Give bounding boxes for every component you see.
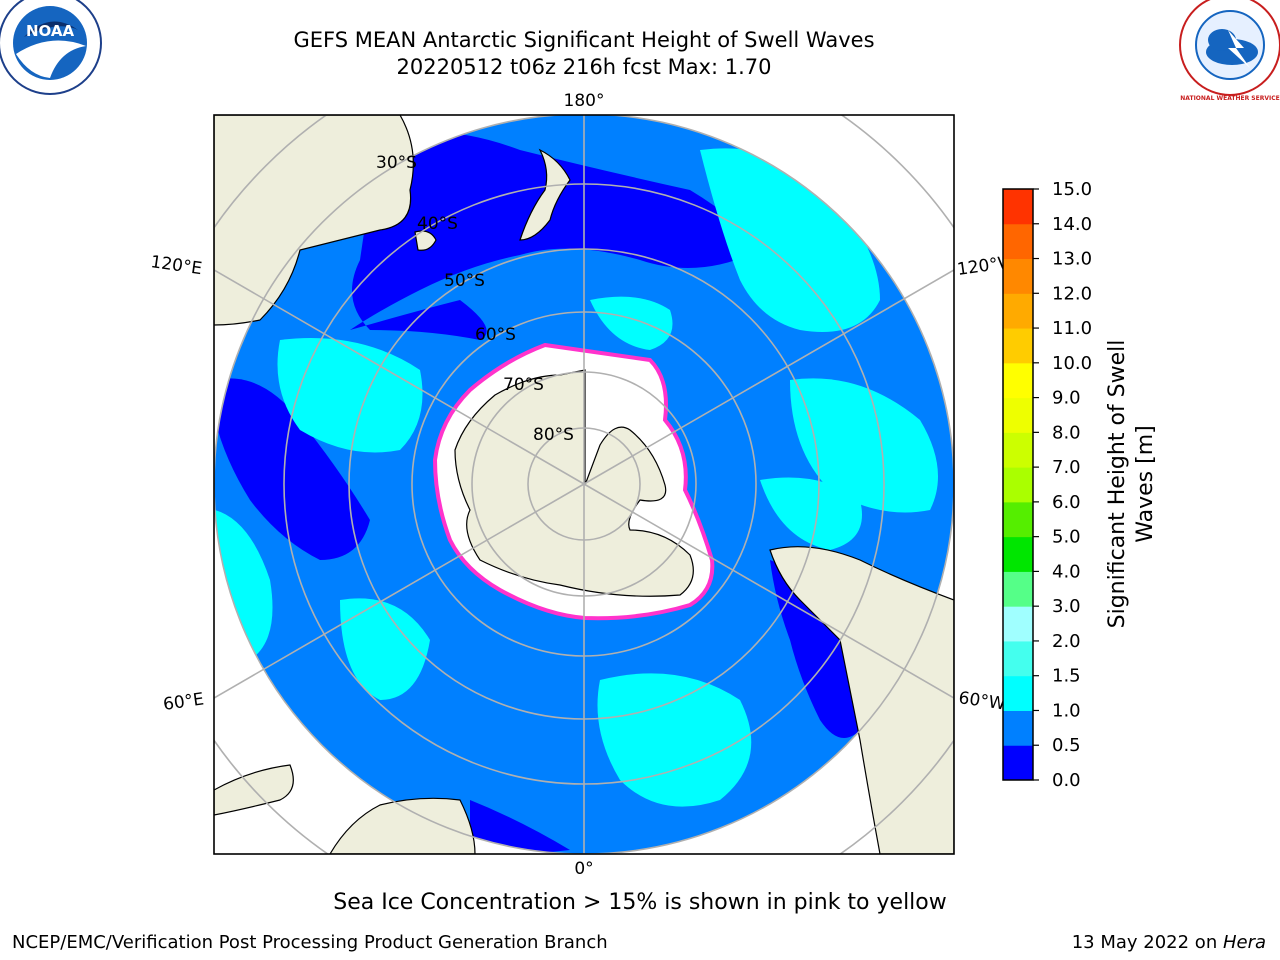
colorbar-band [1003, 328, 1033, 364]
swell-low-region-north [350, 132, 760, 340]
lat-label-80s: 80°S [533, 425, 574, 445]
colorbar-band [1003, 501, 1033, 538]
footer-date-text: 13 May 2022 on [1071, 932, 1223, 953]
swell-mid-region-6 [340, 598, 430, 700]
colorbar-ticks: 0.0 0.5 1.0 1.5 2.0 3.0 4.0 5.0 6.0 7.0 8.0 9.0 10.0… [1033, 179, 1092, 791]
swell-mid-region-8 [760, 477, 862, 550]
colorbar-label-line2: Waves [m] [1133, 425, 1158, 542]
antarctica-land [454, 369, 694, 597]
swell-low-region-west [215, 378, 370, 560]
footer-host: Hera [1222, 932, 1266, 953]
colorbar-tick-label: 4.0 [1052, 561, 1081, 582]
map-panel [214, 115, 954, 854]
colorbar-band [1003, 710, 1033, 746]
colorbar-tick-label: 3.0 [1052, 596, 1081, 617]
colorbar-tick-label: 1.5 [1052, 666, 1081, 687]
colorbar-tick-label: 11.0 [1052, 318, 1092, 339]
noaa-logo: NOAA [0, 0, 102, 95]
colorbar-band [1003, 432, 1033, 468]
nws-logo-text: NATIONAL WEATHER SERVICE [1180, 95, 1279, 102]
colorbar-tick-label: 13.0 [1052, 249, 1092, 270]
sea-ice-note: Sea Ice Concentration > 15% is shown in … [333, 890, 947, 915]
nws-logo: NATIONAL WEATHER SERVICE [1179, 0, 1280, 102]
longitude-lines [214, 115, 954, 854]
swell-mid-region-7 [590, 296, 673, 350]
colorbar-band [1003, 745, 1033, 781]
map-frame [213, 114, 955, 855]
lat-label-30s: 30°S [376, 153, 417, 173]
lon-label-180: 180° [564, 91, 605, 111]
colorbar-band [1003, 397, 1033, 433]
swell-mid-region-5 [597, 673, 752, 807]
lat-label-70s: 70°S [503, 375, 544, 395]
colorbar-band [1003, 258, 1033, 294]
colorbar-tick-label: 6.0 [1052, 492, 1081, 513]
colorbar-tick-label: 0.0 [1052, 770, 1081, 791]
colorbar-tick-label: 2.0 [1052, 631, 1081, 652]
colorbar-frame [1002, 188, 1034, 781]
footer-date: 13 May 2022 on Hera [1072, 932, 1266, 953]
colorbar-band [1003, 536, 1033, 572]
noaa-logo-text: NOAA [26, 22, 75, 40]
colorbar [1003, 189, 1033, 781]
colorbar-tick-label: 15.0 [1052, 179, 1092, 200]
colorbar-tick-label: 10.0 [1052, 353, 1092, 374]
map-title: GEFS MEAN Antarctic Significant Height o… [293, 28, 875, 52]
lon-label-60w: 60°W [957, 688, 1006, 714]
lat-label-60s: 60°S [475, 325, 516, 345]
colorbar-band [1003, 293, 1033, 329]
map-subtitle: 20220512 t06z 216h fcst Max: 1.70 [396, 55, 772, 79]
colorbar-tick-label: 5.0 [1052, 527, 1081, 548]
colorbar-tick-label: 1.0 [1052, 700, 1081, 721]
colorbar-band [1003, 640, 1033, 677]
colorbar-band [1003, 571, 1033, 607]
colorbar-band [1003, 362, 1033, 399]
swell-mid-region-2 [790, 378, 938, 513]
swell-mid-region-4 [215, 510, 273, 660]
lon-label-0: 0° [574, 859, 593, 879]
colorbar-tick-label: 12.0 [1052, 283, 1092, 304]
colorbar-tick-label: 7.0 [1052, 457, 1081, 478]
footer-credit: NCEP/EMC/Verification Post Processing Pr… [12, 932, 608, 953]
swell-mid-region-3 [277, 338, 423, 453]
colorbar-label-line1: Significant Height of Swell [1105, 340, 1130, 629]
south-america-land [769, 546, 954, 854]
lon-label-120e: 120°E [149, 252, 203, 279]
lat-label-40s: 40°S [417, 214, 458, 234]
colorbar-band [1003, 606, 1033, 642]
lon-label-60e: 60°E [162, 689, 205, 714]
colorbar-band [1003, 467, 1033, 503]
colorbar-band [1003, 223, 1033, 260]
colorbar-tick-label: 0.5 [1052, 735, 1081, 756]
swell-mid-region-1 [700, 148, 880, 332]
colorbar-band [1003, 675, 1033, 711]
colorbar-tick-label: 14.0 [1052, 214, 1092, 235]
colorbar-tick-label: 8.0 [1052, 422, 1081, 443]
lat-label-50s: 50°S [444, 271, 485, 291]
colorbar-tick-label: 9.0 [1052, 388, 1081, 409]
africa-land [329, 797, 476, 854]
colorbar-band [1003, 189, 1033, 225]
